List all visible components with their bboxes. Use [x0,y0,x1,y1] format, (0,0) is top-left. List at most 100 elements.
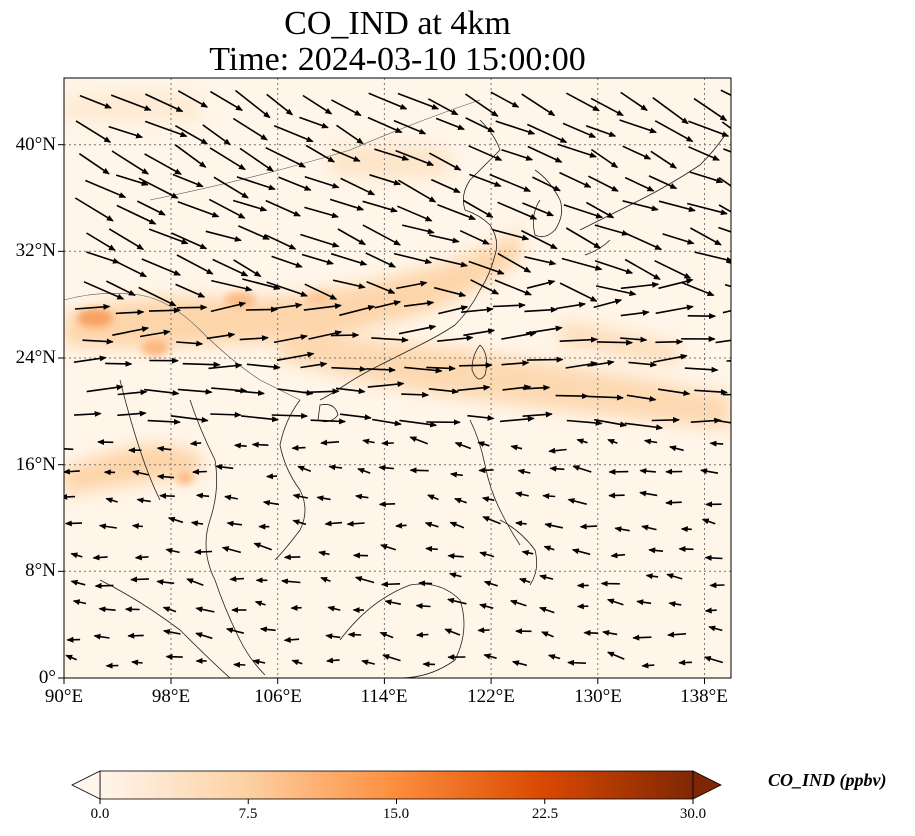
wind-arrow [131,523,143,530]
wind-arrow [525,325,563,334]
wind-arrow [266,281,308,297]
wind-arrow [654,259,692,279]
wind-arrow [585,125,617,137]
wind-arrow [308,330,343,340]
wind-arrow [380,543,397,551]
wind-arrow [543,545,555,552]
wind-arrow [427,494,439,501]
wind-arrow [141,258,182,276]
colorbar-tick-label: 30.0 [679,806,707,822]
wind-arrow [395,522,407,529]
wind-arrow [138,177,179,199]
wind-arrow [437,203,477,221]
wind-arrow [320,439,340,446]
wind-arrow [701,518,716,525]
wind-arrow [624,258,661,280]
wind-arrow [271,255,303,268]
wind-arrow [708,625,723,632]
wind-arrow [539,574,554,581]
wind-arrow [209,90,243,111]
wind-arrow [85,179,127,199]
wind-arrow [567,659,586,666]
wind-arrow [721,121,731,130]
wind-arrow [481,496,495,503]
wind-arrow [245,306,278,313]
wind-arrow [208,362,243,370]
wind-arrow [265,146,306,168]
wind-arrow [502,384,532,391]
wind-arrow [427,98,459,116]
wind-arrow [620,91,648,111]
wind-arrow [404,366,443,374]
lat-tick-label: 24°N [15,347,56,368]
wind-arrow [328,464,343,471]
wind-arrow [595,285,637,297]
wind-arrow [130,576,150,583]
wind-arrow [688,120,730,137]
wind-arrow [689,171,724,184]
wind-arrow [648,547,664,554]
wind-arrow [79,94,112,109]
wind-arrow [454,442,472,450]
wind-arrow [361,659,375,666]
wind-arrow [566,419,603,426]
wind-arrow [429,256,468,268]
wind-arrow [365,366,396,373]
wind-arrow [374,148,410,161]
wind-arrow [718,177,731,187]
wind-arrow [304,206,339,219]
wind-arrow [655,304,694,315]
wind-arrow [232,117,268,141]
wind-arrow [300,361,328,369]
wind-arrow [658,278,694,290]
wind-arrow [465,117,495,133]
wind-arrow [468,260,505,275]
wind-arrow [624,176,655,192]
wind-arrow [567,498,587,505]
wind-arrow [563,204,604,219]
wind-arrow [643,438,658,445]
wind-arrow [524,256,557,266]
wind-arrow [189,440,202,447]
wind-arrow [299,116,329,129]
wind-arrow [688,146,720,161]
wind-arrow [650,150,677,169]
wind-arrow [172,173,204,188]
wind-arrow [522,202,555,217]
wind-arrow [492,228,530,241]
wind-arrow [292,519,307,526]
wind-arrow [666,573,683,580]
wind-arrow [177,90,209,108]
wind-arrow [449,521,465,529]
wind-arrow [726,360,731,362]
wind-arrow [687,202,728,216]
wind-arrow [264,234,297,250]
wind-arrow [75,120,112,143]
wind-arrow [262,499,280,506]
wind-arrow [468,145,503,161]
wind-arrow [669,445,684,452]
wind-arrow [111,150,149,175]
wind-arrow [398,324,437,335]
wind-arrow [74,197,114,222]
wind-arrow [195,492,210,499]
wind-arrow [93,633,110,640]
wind-arrow [108,125,144,139]
wind-arrow [500,415,535,423]
wind-arrow [602,630,618,636]
wind-arrow [354,576,375,584]
wind-arrow [678,659,692,666]
wind-arrow [566,92,600,112]
wind-arrow [139,329,171,338]
wind-arrow [435,117,465,131]
wind-arrow [619,119,657,134]
wind-arrow [210,411,242,418]
wind-arrow [434,286,467,298]
wind-arrow [251,441,269,448]
wind-arrow [195,606,215,613]
wind-arrow [479,603,494,610]
wind-arrow [449,471,463,478]
wind-arrow [194,548,213,555]
wind-arrow [170,415,209,423]
wind-arrow [177,200,220,218]
